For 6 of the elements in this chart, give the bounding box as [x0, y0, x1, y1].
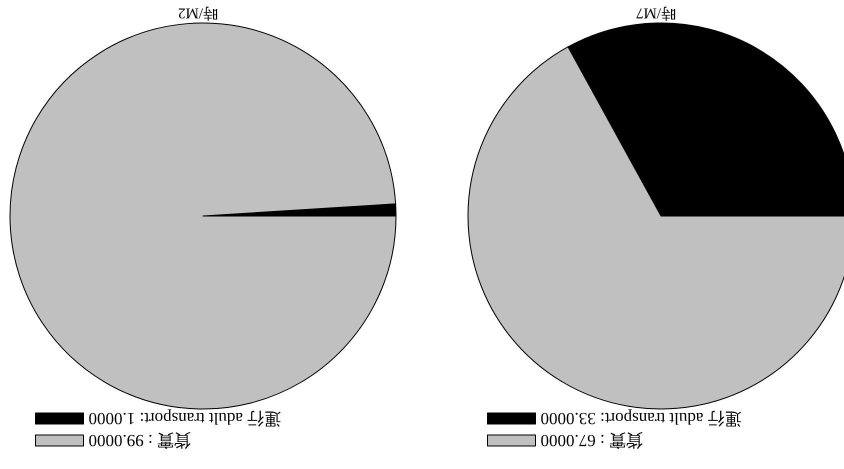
- legend-label: 貨實 : 67.0000: [540, 431, 643, 450]
- legend-label: 貨實 : 99.0000: [88, 431, 191, 450]
- chart-title: 時/M2: [178, 4, 218, 22]
- legend-label: 運行 adult transport: 33.0000: [540, 409, 742, 428]
- chart-title: 時/M7: [636, 4, 676, 22]
- legend-label: 運行 adult transport: 1.0000: [88, 409, 282, 428]
